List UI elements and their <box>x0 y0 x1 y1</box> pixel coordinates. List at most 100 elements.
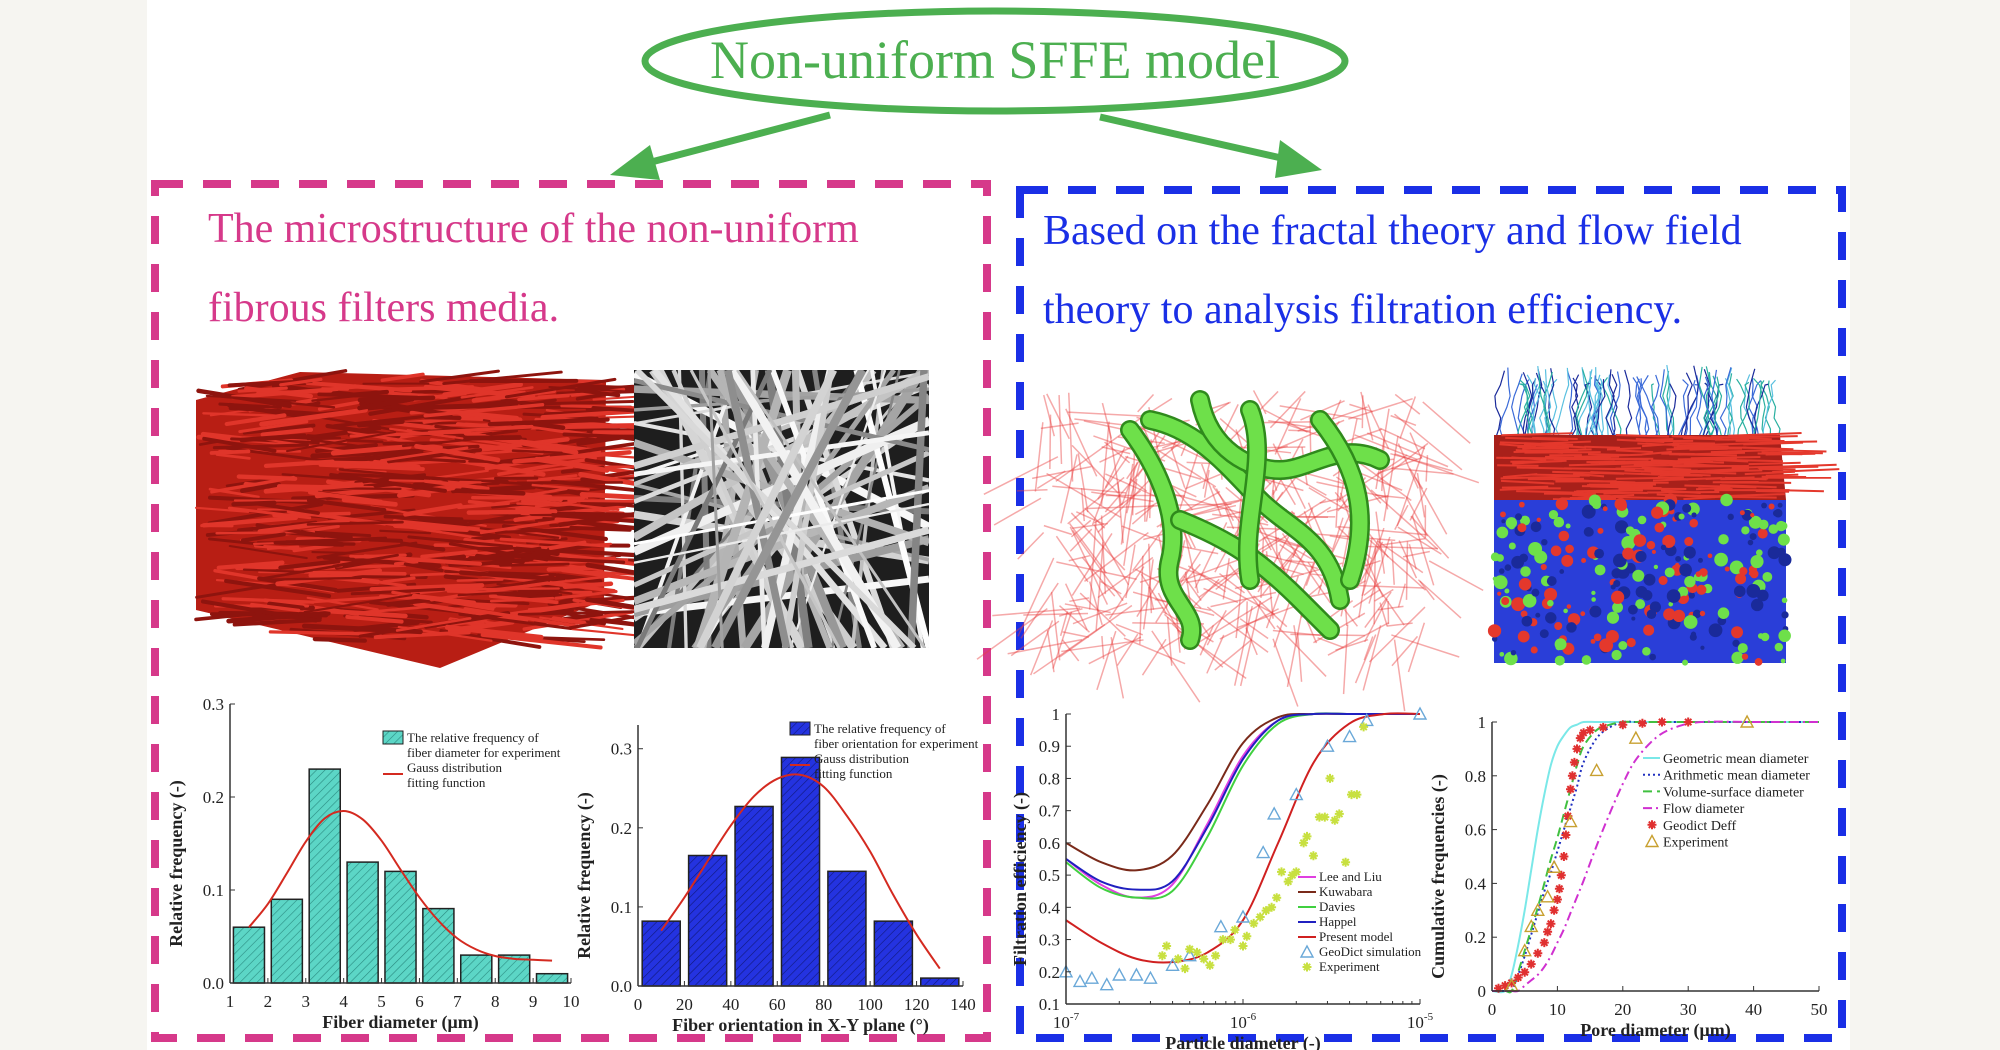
fiber <box>356 419 405 428</box>
fiber <box>1108 427 1122 506</box>
fiber <box>1203 469 1210 498</box>
pore-voxel <box>1675 562 1680 567</box>
pore-voxel <box>1758 519 1769 530</box>
pore-voxel <box>1515 513 1523 521</box>
pore-voxel <box>1747 539 1754 546</box>
x-tick-label: 1 <box>226 992 235 1011</box>
streamline <box>1544 369 1552 441</box>
fiber <box>1501 432 1573 437</box>
fiber <box>1364 545 1438 550</box>
pore-voxel <box>1781 597 1788 604</box>
fiber <box>447 619 515 633</box>
fiber <box>517 393 570 402</box>
fiber <box>1059 611 1069 637</box>
data-point <box>1302 831 1312 841</box>
pore-voxel <box>1649 653 1657 661</box>
fiber <box>1100 515 1107 595</box>
data-point <box>1255 912 1265 922</box>
fiber <box>1087 504 1162 510</box>
fiber <box>475 447 547 456</box>
pore-voxel <box>1698 557 1703 563</box>
fiber <box>1049 414 1052 470</box>
fiber <box>209 449 251 455</box>
fiber <box>1286 423 1323 438</box>
fiber <box>414 402 519 411</box>
fiber <box>1104 441 1131 464</box>
x-tick-label: 0 <box>1488 1000 1497 1019</box>
fiber <box>332 553 399 568</box>
fiber <box>1206 609 1227 646</box>
fiber <box>1390 541 1395 585</box>
pore-voxel <box>1748 515 1762 529</box>
fiber <box>395 617 472 632</box>
histogram-bar <box>346 861 379 984</box>
legend-label: Gauss distribution <box>407 760 502 775</box>
data-point <box>1637 718 1647 728</box>
fiber <box>1072 530 1124 602</box>
pore-channel <box>1240 402 1265 588</box>
tick-base: 10 <box>1230 1013 1247 1032</box>
fiber <box>338 468 460 482</box>
fiber <box>1228 564 1276 630</box>
title-ellipse <box>641 7 1349 115</box>
pore-channel <box>1312 412 1368 588</box>
y-tick-label: 0.2 <box>611 819 632 838</box>
data-point <box>1289 787 1304 801</box>
data-point <box>1585 725 1595 735</box>
fiber <box>1394 453 1480 484</box>
pore-voxel <box>1646 540 1656 550</box>
fiber <box>444 546 542 565</box>
pore-voxel <box>1499 651 1505 657</box>
fiber <box>345 389 389 397</box>
streamline <box>1609 371 1621 441</box>
fiber <box>1115 623 1143 636</box>
streamline <box>1745 368 1756 441</box>
fiber <box>1363 598 1388 643</box>
pore-voxel <box>1518 577 1532 591</box>
pore-voxel <box>1545 612 1557 624</box>
data-point <box>1205 960 1215 970</box>
data-point <box>1412 706 1428 720</box>
histogram-bar <box>308 768 342 984</box>
data-point <box>1563 811 1573 821</box>
fiber <box>1700 495 1777 499</box>
fiber <box>389 427 464 440</box>
left-panel-heading-line1: The microstructure of the non-uniform <box>208 206 859 252</box>
fiber <box>239 433 307 443</box>
pore-voxel <box>1643 573 1656 586</box>
fiber <box>1237 605 1295 629</box>
pore-voxel <box>1761 502 1767 509</box>
legend-label: Arithmetic mean diameter <box>1663 769 1810 784</box>
pore-voxel <box>1757 528 1768 539</box>
fiber <box>244 386 314 399</box>
streamline <box>1611 374 1618 441</box>
fiber <box>1067 476 1125 525</box>
fiber <box>496 591 537 599</box>
fiber <box>1101 636 1105 660</box>
data-point <box>1235 909 1251 923</box>
fiber <box>420 549 478 559</box>
fiber <box>534 456 610 473</box>
fiber <box>1309 417 1312 457</box>
fiber <box>483 484 537 493</box>
fiber <box>1158 450 1217 488</box>
fiber <box>1151 630 1201 703</box>
pore-voxel <box>1642 647 1651 656</box>
fiber <box>1125 459 1142 514</box>
fiber <box>517 610 636 616</box>
pore-voxel <box>1625 526 1635 535</box>
fiber <box>1288 429 1311 432</box>
data-point <box>1352 790 1362 800</box>
fiber <box>1386 622 1413 627</box>
y-axis-label: Cumulative frequencies (-) <box>1428 774 1449 979</box>
fiber <box>574 388 621 398</box>
fiber <box>1356 584 1424 589</box>
fiber <box>1040 422 1079 430</box>
pore-voxel <box>1780 658 1786 664</box>
data-point <box>1291 867 1301 877</box>
filtration-efficiency-chart: 10-7 10-6 10-50.10.20.30.40.50.60.70.80.91… <box>1010 705 1434 1050</box>
pore-voxel <box>1565 523 1571 529</box>
histogram-bar <box>920 977 960 987</box>
fiber <box>1706 469 1763 473</box>
sem-fiber <box>696 370 837 648</box>
